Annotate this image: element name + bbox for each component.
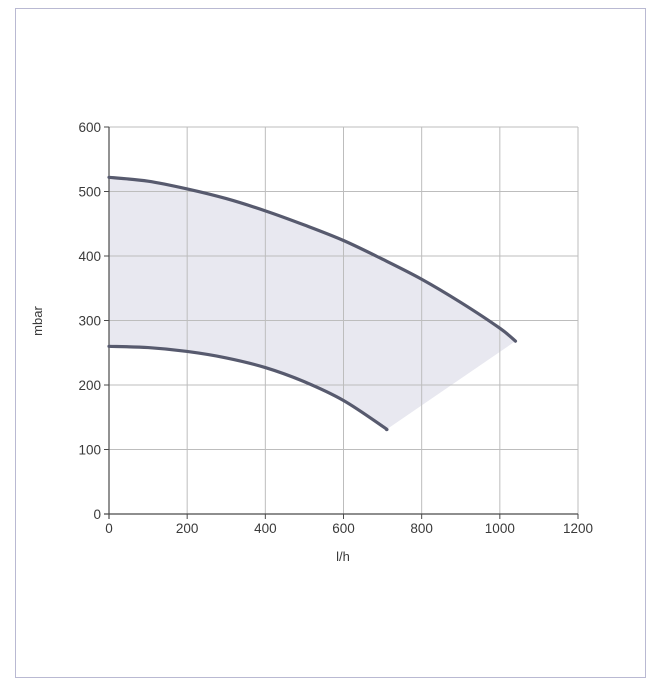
y-tick-label-400: 400 (78, 249, 101, 264)
operating-band-area (109, 177, 516, 430)
x-tick-label-1200: 1200 (563, 521, 593, 536)
x-tick-label-800: 800 (410, 521, 433, 536)
y-axis-label: mbar (30, 306, 45, 336)
lower-curve-line (107, 344, 389, 432)
x-axis-label: l/h (336, 549, 350, 564)
y-tick-label-200: 200 (78, 378, 101, 393)
x-tick-label-600: 600 (332, 521, 355, 536)
grid-layer (109, 126, 579, 514)
upper-curve-line (107, 175, 518, 343)
curve-layer (107, 175, 518, 432)
x-tick-label-0: 0 (105, 521, 113, 536)
band-layer (109, 177, 516, 430)
tick-label-layer: 0 200 400 600 800 1000 1200 0 100 200 300 400 500 600 (78, 120, 593, 536)
axis-layer (104, 126, 579, 519)
y-tick-label-100: 100 (78, 443, 101, 458)
y-tick-label-500: 500 (78, 185, 101, 200)
y-tick-label-300: 300 (78, 314, 101, 329)
x-tick-label-1000: 1000 (485, 521, 515, 536)
y-tick-label-0: 0 (93, 507, 101, 522)
x-tick-label-200: 200 (176, 521, 199, 536)
y-tick-label-600: 600 (78, 120, 101, 135)
x-tick-label-400: 400 (254, 521, 277, 536)
